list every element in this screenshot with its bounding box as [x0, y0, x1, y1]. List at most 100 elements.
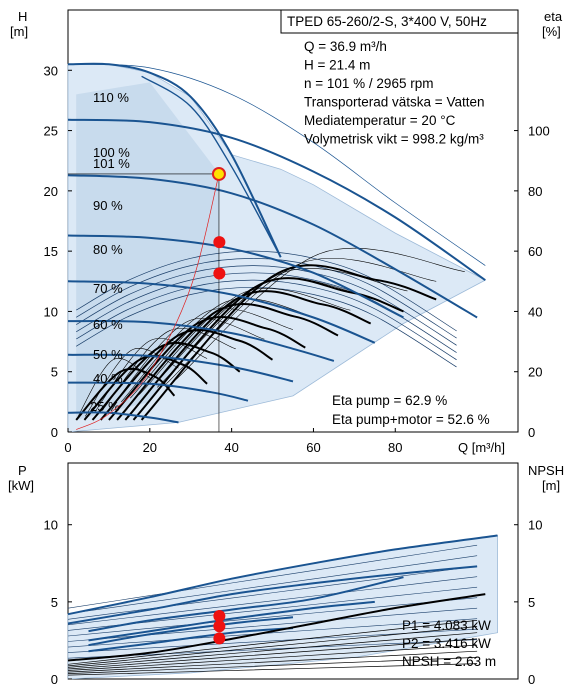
thin-npsh-curve	[67, 632, 478, 668]
y-right-tick-label: 0	[528, 425, 535, 440]
top-plot: 0 20 40 60 80 0 5 10 15 20 25 30 0 20 40 60 80 100 110 % 10…	[44, 62, 550, 455]
speed-curve-label: 80 %	[93, 242, 123, 257]
thin-eta-curve	[120, 308, 294, 403]
eta-line: Eta pump+motor = 52.6 %	[332, 412, 490, 427]
info-line: Q = 36.9 m³/h	[304, 39, 387, 54]
thin-power-curve	[67, 639, 478, 659]
power-info-line: P1 = 4.083 kW	[402, 618, 491, 633]
thin-pump-curve	[76, 286, 457, 368]
info-line: n = 101 % / 2965 rpm	[304, 76, 433, 91]
speed-curve-label: 110 %	[93, 90, 129, 105]
envelope-curve	[67, 63, 486, 266]
npsh-tick-label: 10	[528, 518, 542, 533]
speed-curve	[67, 280, 376, 344]
eta-info-panel: Eta pump = 62.9 % Eta pump+motor = 52.6 %	[332, 393, 490, 427]
p-tick-label: 0	[51, 672, 58, 687]
thin-pump-curve	[76, 279, 457, 361]
thin-power-curve	[67, 565, 478, 620]
eta-line: Eta pump = 62.9 %	[332, 393, 447, 408]
y-right-tick-label: 40	[528, 304, 542, 319]
power-curve	[88, 576, 404, 633]
y-tick-label: 0	[51, 425, 58, 440]
bottom-right-axis-unit: [m]	[542, 478, 560, 493]
thin-npsh-curve	[67, 638, 478, 670]
power-curve	[88, 600, 375, 642]
npsh-tick-label: 5	[528, 595, 535, 610]
power-point-marker	[213, 632, 226, 645]
thin-power-curve	[67, 555, 478, 614]
eta-point-marker	[213, 267, 226, 280]
x-tick-label: 60	[306, 440, 320, 455]
power-curve	[88, 627, 294, 653]
speed-curve-label: 40 %	[93, 371, 123, 386]
x-tick-label: 20	[143, 440, 157, 455]
y-tick-label: 15	[44, 244, 58, 259]
eta-curve	[124, 290, 372, 421]
eta-point-marker	[213, 236, 226, 249]
max-limit-curve	[141, 75, 282, 258]
y-right-tick-label: 20	[528, 365, 542, 380]
y-right-tick-label: 100	[528, 124, 550, 139]
power-info-line: P2 = 3.416 kW	[402, 636, 491, 651]
thin-npsh-curve	[67, 620, 478, 665]
speed-curve-label: 60 %	[93, 317, 123, 332]
thin-pump-curve	[76, 258, 457, 339]
y-tick-label: 20	[44, 184, 58, 199]
eta-curve	[116, 303, 339, 421]
npsh-tick-label: 0	[528, 672, 535, 687]
x-tick-label: 80	[388, 440, 402, 455]
speed-curve	[67, 320, 335, 362]
power-point-marker	[213, 620, 226, 633]
thin-npsh-curve	[67, 644, 478, 671]
speed-curve-label: 70 %	[93, 281, 123, 296]
speed-curve-label: 100 %	[93, 145, 130, 160]
speed-curve	[67, 174, 478, 319]
thin-power-curve	[67, 597, 478, 637]
x-tick-label: 40	[224, 440, 238, 455]
y-right-tick-label: 60	[528, 244, 542, 259]
x-tick-label: 0	[64, 440, 71, 455]
system-curve	[76, 173, 220, 430]
speed-curve	[67, 234, 404, 319]
thin-eta-curve	[111, 318, 265, 406]
p-tick-label: 5	[51, 595, 58, 610]
speed-curve	[67, 381, 249, 402]
bottom-left-axis-unit: [kW]	[8, 478, 34, 493]
speed-curve-label: 25 %	[90, 399, 120, 414]
thin-power-curve	[67, 576, 478, 626]
bottom-right-axis-title: NPSH	[528, 463, 564, 478]
y-tick-label: 30	[44, 63, 58, 78]
thin-npsh-curve	[67, 626, 478, 667]
speed-curve-label: 50 %	[93, 347, 123, 362]
y-tick-label: 25	[44, 124, 58, 139]
npsh-curve	[67, 593, 486, 662]
speed-curve	[67, 411, 179, 424]
y-tick-label: 10	[44, 304, 58, 319]
eta-curve	[132, 277, 404, 421]
top-left-axis-title: H	[18, 9, 27, 24]
y-right-tick-label: 80	[528, 184, 542, 199]
power-info-line: NPSH = 2.63 m	[402, 654, 496, 669]
power-curve	[67, 565, 478, 625]
info-line: Transporterad vätska = Vatten	[304, 95, 484, 110]
power-curve	[67, 534, 498, 616]
speed-curve-label: 90 %	[93, 198, 123, 213]
bottom-info-panel: P1 = 4.083 kW P2 = 3.416 kW NPSH = 2.63 m	[402, 618, 496, 669]
x-axis-title: Q [m³/h]	[458, 440, 505, 455]
info-line: Mediatemperatur = 20 °C	[304, 113, 456, 128]
power-curve	[88, 616, 294, 647]
duty-point-marker	[211, 166, 226, 181]
thin-npsh-curve	[67, 663, 478, 676]
info-line: Volymetrisk vikt = 998.2 kg/m³	[304, 132, 484, 147]
chart-title: TPED 65-260/2-S, 3*400 V, 50Hz	[287, 14, 487, 29]
thin-npsh-curve	[67, 650, 478, 673]
top-left-axis-unit: [m]	[10, 24, 28, 39]
speed-curve	[67, 353, 294, 383]
top-info-panel: Q = 36.9 m³/h H = 21.4 m n = 101 % / 2965 …	[304, 39, 484, 147]
thin-pump-curve	[76, 250, 457, 332]
bottom-plot: 0 0 5 5 10 10	[44, 518, 543, 687]
top-right-axis-title: eta	[544, 9, 563, 24]
thin-pump-curve	[76, 265, 457, 346]
thin-npsh-curve	[67, 657, 478, 674]
